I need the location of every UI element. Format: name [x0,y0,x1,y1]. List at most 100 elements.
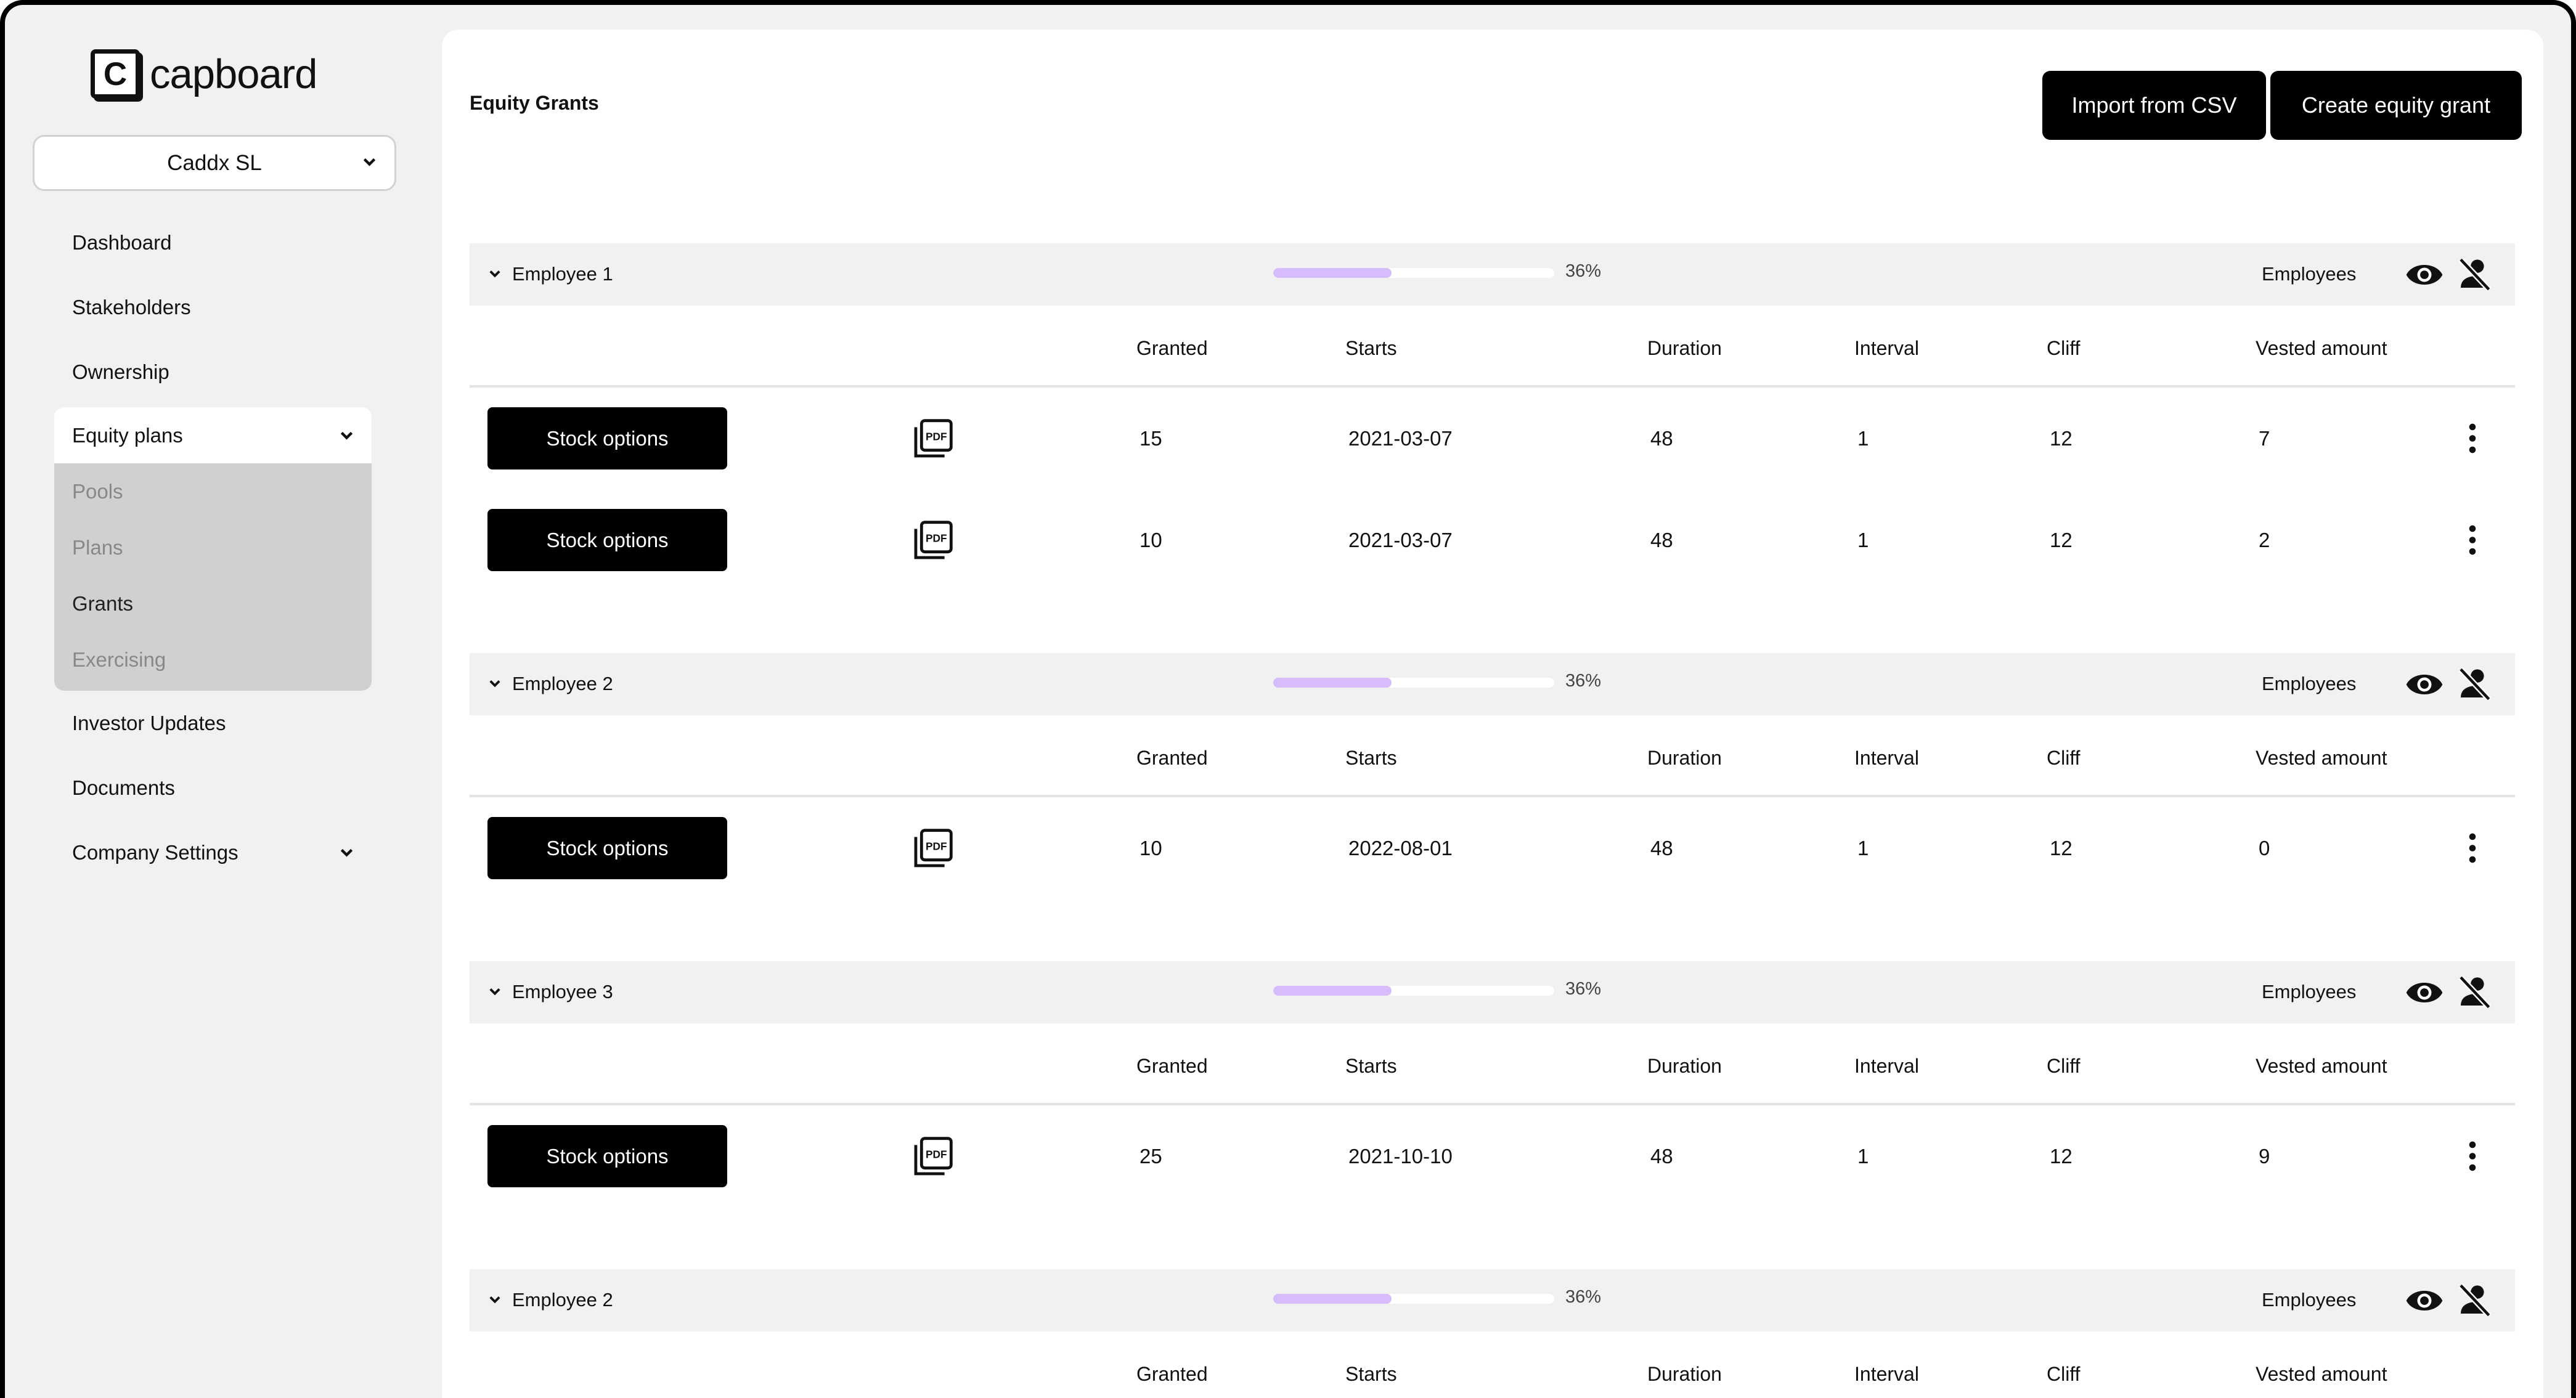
cell-cliff: 12 [2050,427,2073,450]
chevron-down-icon[interactable] [487,266,502,281]
sidebar-item-stakeholders[interactable]: Stakeholders [54,275,372,339]
column-header-starts: Starts [1345,747,1397,769]
group-header[interactable]: Employee 3 36% Employees [470,961,2515,1023]
more-options-icon[interactable] [2468,1140,2477,1172]
sidebar-subitem-pools[interactable]: Pools [72,479,123,503]
cell-cliff: 12 [2050,529,2073,551]
import-csv-button[interactable]: Import from CSV [2042,71,2266,140]
sidebar-item-company-settings[interactable]: Company Settings [54,820,372,885]
eye-icon[interactable] [2405,260,2444,290]
person-off-icon[interactable] [2456,1282,2492,1319]
column-headers: Granted Starts Duration Interval Cliff Vested… [470,1023,2515,1105]
vesting-progress-bar [1273,986,1554,996]
grant-type-button[interactable]: Stock options [487,407,727,469]
cell-starts: 2021-03-07 [1348,529,1453,551]
person-off-icon[interactable] [2456,666,2492,702]
chevron-down-icon[interactable] [487,676,502,691]
column-header-interval: Interval [1854,747,1919,769]
sidebar-item-dashboard[interactable]: Dashboard [54,210,372,275]
column-header-granted: Granted [1136,1055,1208,1077]
eye-icon[interactable] [2405,978,2444,1007]
vesting-progress-fill [1273,678,1392,688]
cell-starts: 2021-10-10 [1348,1145,1453,1168]
main-panel: Equity Grants Import from CSV Create equ… [442,30,2543,1398]
eye-icon[interactable] [2405,670,2444,699]
vesting-progress-bar [1273,678,1554,688]
more-options-icon[interactable] [2468,832,2477,864]
vesting-progress-bar [1273,1294,1554,1304]
company-select[interactable]: Caddx SL [33,135,396,191]
cell-granted: 25 [1139,1145,1162,1168]
person-off-icon[interactable] [2456,974,2492,1010]
cell-granted: 10 [1139,529,1162,551]
column-header-duration: Duration [1647,747,1722,769]
sidebar-item-investor-updates[interactable]: Investor Updates [54,691,372,755]
column-header-granted: Granted [1136,337,1208,359]
grant-group: Employee 2 36% Employees Granted Starts Du… [470,653,2515,961]
chevron-down-icon[interactable] [487,1292,502,1307]
sidebar-subitem-exercising[interactable]: Exercising [72,648,166,671]
eye-icon[interactable] [2405,1286,2444,1315]
chevron-down-icon[interactable] [487,984,502,999]
cell-cliff: 12 [2050,1145,2073,1168]
grant-type-button[interactable]: Stock options [487,817,727,879]
cell-granted: 15 [1139,427,1162,450]
sidebar-item-label: Equity plans [72,423,183,447]
vesting-progress-bar [1273,268,1554,278]
cell-vested: 9 [2259,1145,2270,1168]
cell-interval: 1 [1857,427,1869,450]
person-off-icon[interactable] [2456,256,2492,293]
stakeholder-category: Employees [2262,263,2357,285]
cell-interval: 1 [1857,837,1869,860]
vesting-progress-fill [1273,1294,1392,1304]
column-header-duration: Duration [1647,1363,1722,1385]
sidebar-item-equity-plans[interactable]: Equity plans [54,407,372,463]
equity-plans-submenu: Pools Plans Grants Exercising [54,463,372,691]
grant-row: Stock options PDF 10 2022-08-01 48 1 12 0 [470,797,2515,899]
sidebar-item-label: Documents [72,776,175,799]
cell-cliff: 12 [2050,837,2073,860]
column-headers: Granted Starts Duration Interval Cliff Vested… [470,1331,2515,1393]
create-equity-grant-button[interactable]: Create equity grant [2270,71,2522,140]
pdf-icon[interactable]: PDF [913,1137,953,1176]
more-options-icon[interactable] [2468,422,2477,455]
sidebar-item-label: Dashboard [72,230,172,254]
stakeholder-category: Employees [2262,673,2357,694]
column-header-cliff: Cliff [2047,1055,2081,1077]
column-header-vested: Vested amount [2256,1363,2387,1385]
column-header-granted: Granted [1136,1363,1208,1385]
svg-text:PDF: PDF [926,431,947,443]
grant-type-button[interactable]: Stock options [487,509,727,571]
sidebar-subitem-grants[interactable]: Grants [72,591,134,615]
logo-text: capboard [150,51,317,97]
grant-type-button[interactable]: Stock options [487,1125,727,1187]
logo[interactable]: C capboard [91,49,317,99]
cell-interval: 1 [1857,529,1869,551]
column-header-granted: Granted [1136,747,1208,769]
svg-text:PDF: PDF [926,1148,947,1161]
sidebar-item-documents[interactable]: Documents [54,755,372,820]
more-options-icon[interactable] [2468,524,2477,556]
stakeholder-category: Employees [2262,1289,2357,1311]
pdf-icon[interactable]: PDF [913,829,953,868]
stakeholder-name: Employee 3 [512,981,613,1002]
pdf-icon[interactable]: PDF [913,521,953,560]
grant-group: Employee 3 36% Employees Granted Starts Du… [470,961,2515,1269]
svg-text:PDF: PDF [926,840,947,853]
sidebar-subitem-plans[interactable]: Plans [72,535,123,559]
stakeholder-name: Employee 2 [512,1289,613,1311]
logo-mark: C [91,49,140,99]
group-header[interactable]: Employee 2 36% Employees [470,1269,2515,1331]
cell-vested: 2 [2259,529,2270,551]
column-header-cliff: Cliff [2047,337,2081,359]
group-header[interactable]: Employee 1 36% Employees [470,243,2515,306]
column-header-duration: Duration [1647,1055,1722,1077]
column-header-vested: Vested amount [2256,747,2387,769]
group-header[interactable]: Employee 2 36% Employees [470,653,2515,715]
sidebar-item-ownership[interactable]: Ownership [54,339,372,404]
column-header-cliff: Cliff [2047,747,2081,769]
column-headers: Granted Starts Duration Interval Cliff Vested… [470,715,2515,797]
pdf-icon[interactable]: PDF [913,419,953,458]
chevron-down-icon [363,158,376,166]
sidebar-item-label: Company Settings [72,840,238,864]
